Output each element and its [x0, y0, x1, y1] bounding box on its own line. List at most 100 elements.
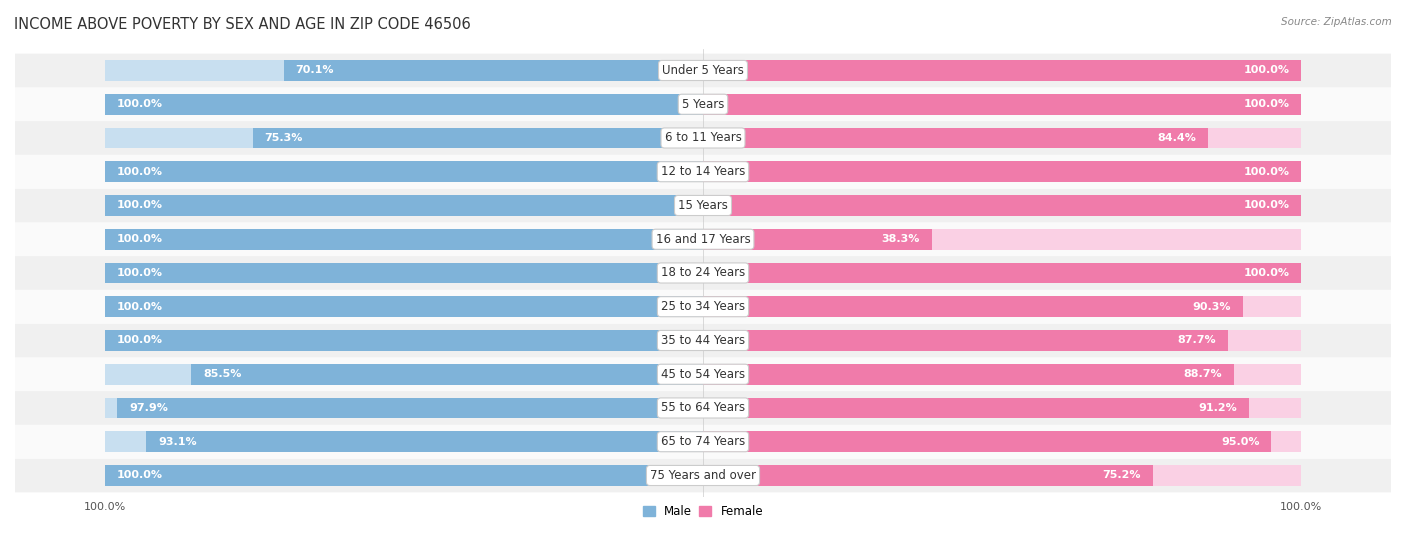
Bar	[703, 397, 1249, 419]
Bar	[703, 94, 1302, 115]
Text: 100.0%: 100.0%	[1243, 268, 1289, 278]
FancyBboxPatch shape	[15, 256, 1391, 290]
Bar	[253, 127, 703, 149]
Bar	[104, 127, 703, 149]
Bar	[104, 161, 703, 182]
Bar	[284, 60, 703, 81]
FancyBboxPatch shape	[15, 458, 1391, 492]
Text: 15 Years: 15 Years	[678, 199, 728, 212]
Bar	[104, 161, 703, 182]
Text: 95.0%: 95.0%	[1220, 437, 1260, 447]
Bar	[703, 127, 1302, 149]
Text: 18 to 24 Years: 18 to 24 Years	[661, 267, 745, 280]
Bar	[104, 263, 703, 283]
FancyBboxPatch shape	[15, 155, 1391, 188]
Bar	[703, 229, 1302, 250]
Text: 91.2%: 91.2%	[1198, 403, 1237, 413]
FancyBboxPatch shape	[15, 290, 1391, 324]
Bar	[703, 330, 1227, 351]
Bar	[104, 229, 703, 250]
FancyBboxPatch shape	[15, 425, 1391, 458]
Bar	[104, 263, 703, 283]
Text: 100.0%: 100.0%	[117, 302, 163, 312]
Text: 84.4%: 84.4%	[1157, 133, 1197, 143]
Text: 75 Years and over: 75 Years and over	[650, 469, 756, 482]
Text: 70.1%: 70.1%	[295, 65, 335, 75]
FancyBboxPatch shape	[15, 87, 1391, 121]
Bar	[703, 364, 1233, 385]
Bar	[703, 161, 1302, 182]
FancyBboxPatch shape	[15, 54, 1391, 87]
Bar	[104, 195, 703, 216]
FancyBboxPatch shape	[15, 391, 1391, 425]
Legend: Male, Female: Male, Female	[638, 500, 768, 523]
Text: 97.9%: 97.9%	[129, 403, 169, 413]
Bar	[104, 330, 703, 351]
Bar	[703, 364, 1302, 385]
Text: 75.2%: 75.2%	[1102, 471, 1140, 481]
FancyBboxPatch shape	[15, 324, 1391, 357]
FancyBboxPatch shape	[15, 357, 1391, 391]
Text: 100.0%: 100.0%	[117, 471, 163, 481]
Bar	[703, 397, 1302, 419]
Bar	[104, 364, 703, 385]
Bar	[104, 94, 703, 115]
Text: 65 to 74 Years: 65 to 74 Years	[661, 435, 745, 448]
Bar	[703, 94, 1302, 115]
FancyBboxPatch shape	[15, 222, 1391, 256]
Text: 100.0%: 100.0%	[1243, 201, 1289, 211]
Text: 25 to 34 Years: 25 to 34 Years	[661, 300, 745, 313]
Bar	[703, 465, 1302, 486]
Bar	[117, 397, 703, 419]
Bar	[703, 161, 1302, 182]
Bar	[104, 229, 703, 250]
Text: 6 to 11 Years: 6 to 11 Years	[665, 131, 741, 144]
Text: 100.0%: 100.0%	[1243, 65, 1289, 75]
Bar	[703, 296, 1243, 317]
Text: 100.0%: 100.0%	[1243, 167, 1289, 177]
Bar	[703, 127, 1208, 149]
Text: 100.0%: 100.0%	[117, 268, 163, 278]
Bar	[703, 60, 1302, 81]
Text: 87.7%: 87.7%	[1177, 335, 1216, 345]
Text: 55 to 64 Years: 55 to 64 Years	[661, 401, 745, 414]
Bar	[703, 195, 1302, 216]
Bar	[104, 431, 703, 452]
Text: 85.5%: 85.5%	[204, 369, 242, 379]
Text: 38.3%: 38.3%	[882, 234, 920, 244]
Bar	[104, 330, 703, 351]
Text: Under 5 Years: Under 5 Years	[662, 64, 744, 77]
Bar	[104, 296, 703, 317]
Bar	[703, 229, 932, 250]
Text: 12 to 14 Years: 12 to 14 Years	[661, 165, 745, 178]
Bar	[703, 60, 1302, 81]
Text: INCOME ABOVE POVERTY BY SEX AND AGE IN ZIP CODE 46506: INCOME ABOVE POVERTY BY SEX AND AGE IN Z…	[14, 17, 471, 32]
Bar	[104, 397, 703, 419]
Bar	[703, 263, 1302, 283]
Text: 100.0%: 100.0%	[1243, 100, 1289, 109]
FancyBboxPatch shape	[15, 188, 1391, 222]
Text: 45 to 54 Years: 45 to 54 Years	[661, 368, 745, 381]
Bar	[703, 330, 1302, 351]
Bar	[703, 296, 1302, 317]
Text: 100.0%: 100.0%	[117, 234, 163, 244]
Bar	[104, 465, 703, 486]
Text: 100.0%: 100.0%	[117, 201, 163, 211]
Bar	[104, 296, 703, 317]
Bar	[146, 431, 703, 452]
Bar	[703, 465, 1153, 486]
Bar	[703, 263, 1302, 283]
Text: 75.3%: 75.3%	[264, 133, 302, 143]
Bar	[703, 195, 1302, 216]
Text: 100.0%: 100.0%	[117, 167, 163, 177]
Bar	[104, 94, 703, 115]
Text: 90.3%: 90.3%	[1192, 302, 1232, 312]
FancyBboxPatch shape	[15, 121, 1391, 155]
Bar	[104, 465, 703, 486]
Text: 35 to 44 Years: 35 to 44 Years	[661, 334, 745, 347]
Bar	[104, 195, 703, 216]
Text: Source: ZipAtlas.com: Source: ZipAtlas.com	[1281, 17, 1392, 27]
Text: 100.0%: 100.0%	[117, 335, 163, 345]
Bar	[104, 60, 703, 81]
Bar	[703, 431, 1271, 452]
